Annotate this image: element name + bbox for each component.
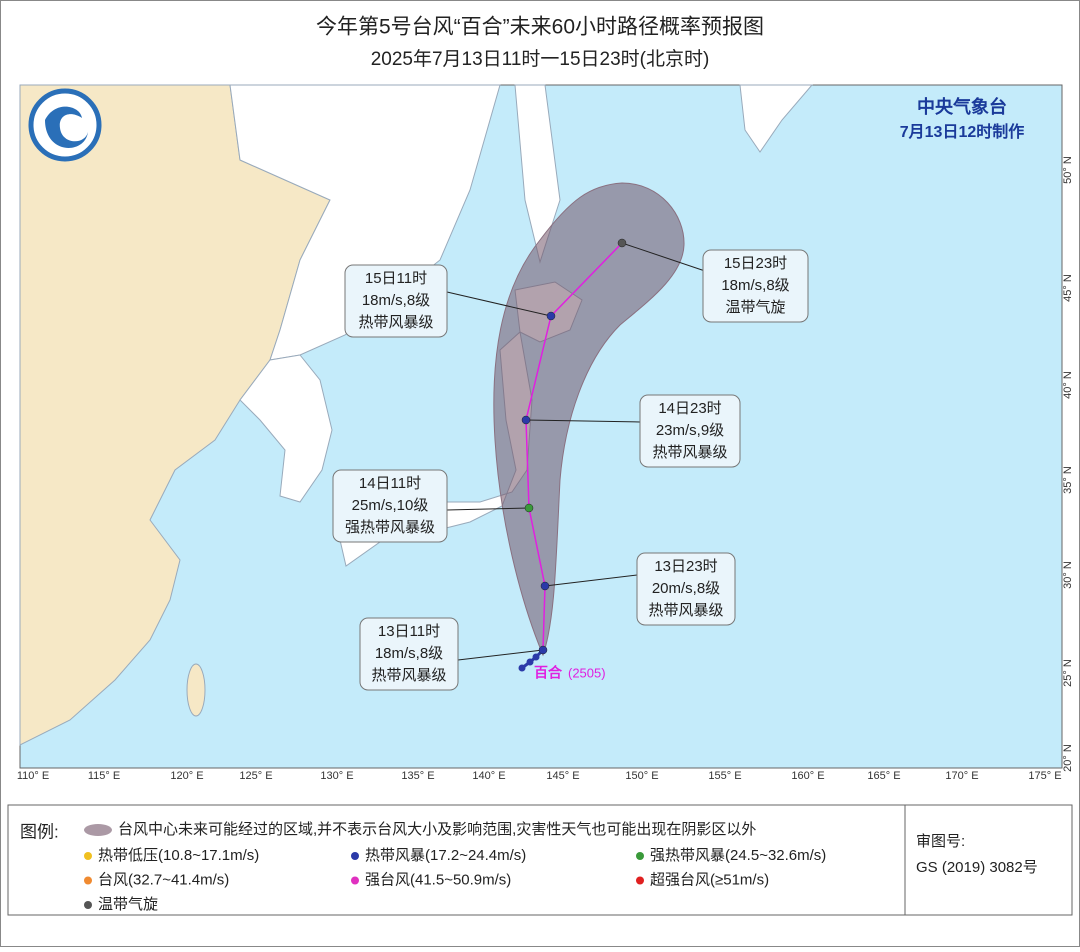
logo-mark xyxy=(45,106,88,148)
forecast-point xyxy=(524,503,534,513)
callout-box xyxy=(702,249,809,323)
legend-dot xyxy=(351,876,359,885)
callout-level: 热带风暴级 xyxy=(648,602,723,619)
lon-label: 160° E xyxy=(791,770,824,782)
legend-dot xyxy=(84,901,92,909)
agency-issued: 7月13日12时制作 xyxy=(900,122,1025,141)
legend-dot xyxy=(636,852,644,860)
legend-label: 热带低压(10.8~17.1m/s) xyxy=(98,847,259,864)
callout-level: 强热带风暴级 xyxy=(345,519,435,536)
callout-time: 15日23时 xyxy=(724,255,787,272)
callout-wind: 18m/s,8级 xyxy=(362,292,430,309)
callout-time: 14日11时 xyxy=(359,475,421,492)
callout-wind: 20m/s,8级 xyxy=(652,580,720,597)
korea xyxy=(239,354,333,503)
callout-line xyxy=(621,242,709,273)
legend-label: 强热带风暴(24.5~32.6m/s) xyxy=(650,847,826,864)
taiwan xyxy=(186,663,206,717)
legend-label: 热带风暴(17.2~24.4m/s) xyxy=(365,847,526,864)
lat-label: 20° N xyxy=(1062,744,1074,772)
callout-time: 13日11时 xyxy=(378,623,440,640)
callout-wind: 18m/s,8级 xyxy=(375,645,443,662)
subtitle: 2025年7月13日11时一15日23时(北京时) xyxy=(371,48,710,70)
lat-label: 45° N xyxy=(1062,274,1074,302)
callout-wind: 18m/s,8级 xyxy=(721,277,789,294)
lon-label: 115° E xyxy=(88,770,120,782)
probability-cone xyxy=(493,182,685,657)
kamchatka xyxy=(739,84,814,153)
approval-label: 审图号: xyxy=(916,833,965,850)
lat-label: 50° N xyxy=(1062,156,1074,184)
callout-time: 13日23时 xyxy=(654,558,717,575)
callout-line xyxy=(446,291,552,317)
callout-time: 14日23时 xyxy=(658,400,721,417)
legend-dot xyxy=(84,852,92,860)
callout-level: 热带风暴级 xyxy=(652,444,727,461)
lat-label: 25° N xyxy=(1062,659,1074,687)
callout-box xyxy=(639,394,741,468)
lat-label: 40° N xyxy=(1062,371,1074,399)
map: 中央气象台 7月13日12时制作 xyxy=(19,84,1063,769)
logo xyxy=(28,88,102,162)
callout-box xyxy=(344,264,448,338)
past-point xyxy=(518,664,526,672)
legend-cone-text: 台风中心未来可能经过的区域,并不表示台风大小及影响范围,灾害性天气也可能出现在阴… xyxy=(118,821,756,838)
typhoon-name: 百合 xyxy=(534,665,563,681)
callout-level: 热带风暴级 xyxy=(371,667,446,684)
track: 13日11时18m/s,8级热带风暴级13日23时20m/s,8级热带风暴级14… xyxy=(332,238,809,691)
callout-time: 15日11时 xyxy=(365,270,427,287)
lon-label: 155° E xyxy=(708,770,741,782)
typhoon-code: (2505) xyxy=(568,665,606,680)
title: 今年第5号台风“百合”未来60小时路径概率预报图 xyxy=(316,16,764,39)
past-point xyxy=(532,653,540,661)
lon-label: 120° E xyxy=(170,770,203,782)
legend-label: 强台风(41.5~50.9m/s) xyxy=(365,871,511,888)
lat-label: 30° N xyxy=(1062,561,1074,589)
legend-dot xyxy=(636,876,644,885)
callout-box xyxy=(636,552,736,626)
legend-label: 台风(32.7~41.4m/s) xyxy=(98,871,229,888)
past-point xyxy=(526,658,534,666)
lon-label: 135° E xyxy=(401,770,434,782)
lon-label: 170° E xyxy=(945,770,978,782)
legend-box xyxy=(7,804,1073,916)
callout-level: 热带风暴级 xyxy=(358,314,433,331)
lon-label: 145° E xyxy=(546,770,579,782)
lon-label: 130° E xyxy=(320,770,353,782)
callout-line xyxy=(457,649,544,661)
lon-label: 140° E xyxy=(472,770,505,782)
callout-box xyxy=(332,469,448,543)
callout-line xyxy=(525,419,641,423)
legend-label: 温带气旋 xyxy=(98,896,158,913)
lon-label: 125° E xyxy=(239,770,272,782)
callout-wind: 23m/s,9级 xyxy=(656,422,724,439)
forecast-point xyxy=(546,311,556,321)
legend-title: 图例: xyxy=(20,822,59,841)
lon-label: 165° E xyxy=(867,770,900,782)
forecast-point xyxy=(617,238,627,248)
legend-dot xyxy=(351,852,359,860)
callout-wind: 25m/s,10级 xyxy=(352,497,429,514)
lon-label: 175° E xyxy=(1028,770,1061,782)
callout-line xyxy=(544,574,638,587)
callout-level: 温带气旋 xyxy=(725,299,785,316)
legend-dot xyxy=(84,876,92,885)
agency-name: 中央气象台 xyxy=(917,96,1007,117)
legend-label: 超强台风(≥51m/s) xyxy=(650,871,769,888)
forecast-point xyxy=(540,581,550,591)
callout-box xyxy=(359,617,459,691)
lon-label: 150° E xyxy=(625,770,658,782)
forecast-track xyxy=(525,242,623,651)
legend: 图例: 台风中心未来可能经过的区域,并不表示台风大小及影响范围,灾害性天气也可能… xyxy=(7,804,1073,916)
lat-label: 35° N xyxy=(1062,466,1074,494)
forecast-point xyxy=(538,645,548,655)
lon-label: 110° E xyxy=(17,770,49,782)
forecast-point xyxy=(521,415,531,425)
callout-line xyxy=(446,507,530,511)
past-track xyxy=(521,648,545,670)
approval-number: GS (2019) 3082号 xyxy=(916,859,1038,876)
legend-cone-icon xyxy=(84,824,112,836)
